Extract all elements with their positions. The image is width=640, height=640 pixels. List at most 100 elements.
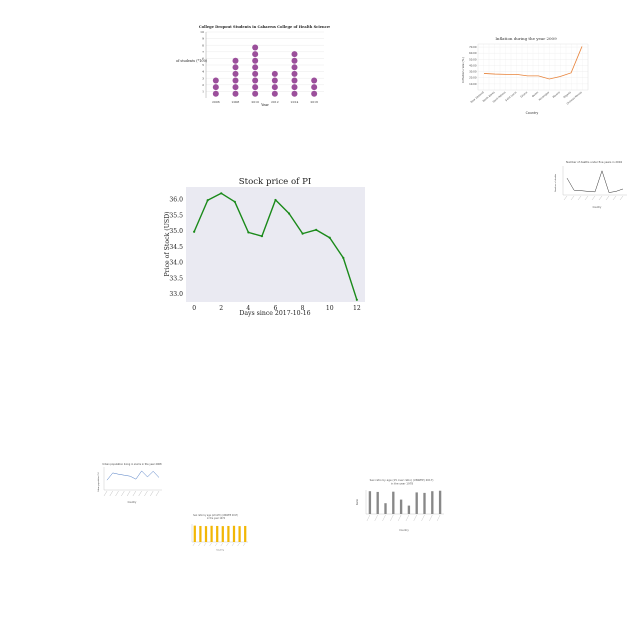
x-tick-mark <box>619 195 624 201</box>
y-axis-label: Urban population (%) <box>97 472 100 492</box>
x-tick-mark <box>577 195 582 201</box>
data-dot <box>252 77 259 84</box>
y-axis-label-line: No. of students (*100) <box>176 59 208 63</box>
data-dot <box>212 90 219 97</box>
data-dot <box>232 70 239 77</box>
y-tick-label: 70.00 <box>469 45 477 49</box>
x-tick-label: 2006 <box>212 100 220 104</box>
y-tick-label: 34.0 <box>169 260 183 267</box>
x-axis-label: Country <box>399 529 409 532</box>
data-bar <box>244 525 247 542</box>
data-bar <box>193 525 196 542</box>
x-axis-label: Country <box>128 501 137 504</box>
y-tick-label: 8 <box>202 43 204 47</box>
x-tick-mark <box>237 542 240 547</box>
data-dot <box>232 77 239 84</box>
data-bar <box>199 525 202 542</box>
plot-background <box>186 187 365 302</box>
y-tick-label: 2 <box>202 83 204 87</box>
data-dot <box>252 44 259 51</box>
y-tick-label: 40.00 <box>469 63 477 67</box>
yellow-bar-chart: Sex ratio by age (at birth) (UNWPP 2017)… <box>184 512 250 552</box>
x-axis-label: Year <box>260 103 269 107</box>
data-bar <box>384 503 387 514</box>
y-tick-label: 10 <box>200 30 204 34</box>
y-axis-label: Price of Stock (USD) <box>164 211 171 276</box>
stock-svg: Stock price of PI Days since 2017-10-16 … <box>164 177 365 317</box>
x-tick-mark <box>397 514 402 522</box>
data-dot <box>291 64 298 71</box>
population-line-chart: Urban population living in slums in the … <box>96 460 164 504</box>
data-point <box>342 256 345 259</box>
x-tick-mark <box>155 490 160 497</box>
data-dot <box>252 64 259 71</box>
gray-bar-chart: Sex ratio by age (15 over ratio) (UNWPP)… <box>354 476 448 534</box>
x-tick-mark <box>132 490 137 497</box>
series-line <box>566 170 624 193</box>
series-line <box>106 470 160 481</box>
deaths-line-chart: Number of deaths under five years in 200… <box>553 159 629 209</box>
data-dot <box>252 57 259 64</box>
x-tick-mark <box>150 490 154 497</box>
data-bar <box>221 526 224 542</box>
plot-area <box>562 166 627 201</box>
data-bar <box>204 526 208 542</box>
x-axis-label: Days since 2017-10-16 <box>239 310 310 317</box>
x-tick-mark <box>374 514 378 522</box>
x-tick-mark <box>144 490 148 497</box>
data-bar <box>238 526 241 542</box>
chart-title: Stock price of PI <box>239 177 312 187</box>
chart-title: Number of deaths under five years in 200… <box>566 160 622 164</box>
data-bar <box>431 491 434 514</box>
x-tick-label: 2010 <box>251 100 259 104</box>
data-bar <box>210 525 213 542</box>
data-dot <box>212 84 219 91</box>
y-tick-label: 60.00 <box>469 51 477 55</box>
data-dot <box>311 84 318 91</box>
x-tick-label: 2016 <box>310 100 318 104</box>
x-tick-label: 2 <box>219 305 223 312</box>
x-tick-mark <box>598 195 603 201</box>
data-dot <box>252 84 259 91</box>
data-point <box>193 230 196 233</box>
x-tick-label: 2014 <box>291 100 299 104</box>
y-axis-label: Ratio <box>356 498 359 505</box>
chart-title: College Dropout Students in Cabarrus Col… <box>199 25 330 29</box>
y-tick-label: 34.5 <box>169 244 183 251</box>
data-bar <box>216 525 219 542</box>
y-tick-label: 30.00 <box>469 70 477 74</box>
x-tick-mark <box>584 195 589 201</box>
data-point <box>287 212 291 215</box>
y-axis-label: No. of students (*100) <box>176 59 208 63</box>
x-tick-mark <box>563 195 568 201</box>
data-dot <box>291 70 298 77</box>
x-tick-mark <box>215 542 218 547</box>
chart-title: Sex ratio by age (at birth) (UNWPP 2017)… <box>193 514 239 520</box>
data-dot <box>311 77 318 84</box>
data-bar <box>376 491 379 514</box>
data-bar <box>232 525 236 542</box>
x-tick-mark <box>126 490 131 497</box>
plot-area <box>365 490 444 522</box>
data-bar <box>399 499 403 514</box>
data-point <box>206 199 209 202</box>
plot-area <box>191 524 248 547</box>
data-dot <box>271 90 278 97</box>
y-tick-label: 50.00 <box>469 57 477 61</box>
data-bar <box>415 492 418 514</box>
x-tick-label: 2012 <box>271 100 279 104</box>
x-tick-mark <box>203 542 207 547</box>
data-dot <box>252 70 259 77</box>
chart-title-line: Sex ratio by age (at birth) (UNWPP 2017) <box>193 514 238 517</box>
data-dot <box>291 51 298 58</box>
data-dot <box>291 57 298 64</box>
x-tick-label: 0 <box>192 305 196 312</box>
x-tick-mark <box>231 542 235 547</box>
y-tick-label: 1 <box>202 90 204 94</box>
population-svg: Urban population living in slums in the … <box>97 463 162 504</box>
data-dot <box>252 51 259 58</box>
chart-title: Sex ratio by age (15 over ratio) (UNWPP)… <box>370 478 435 486</box>
dropout-dot-chart: College Dropout Students in Cabarrus Col… <box>169 22 331 110</box>
x-tick-label: Saint Lucia <box>504 90 517 102</box>
